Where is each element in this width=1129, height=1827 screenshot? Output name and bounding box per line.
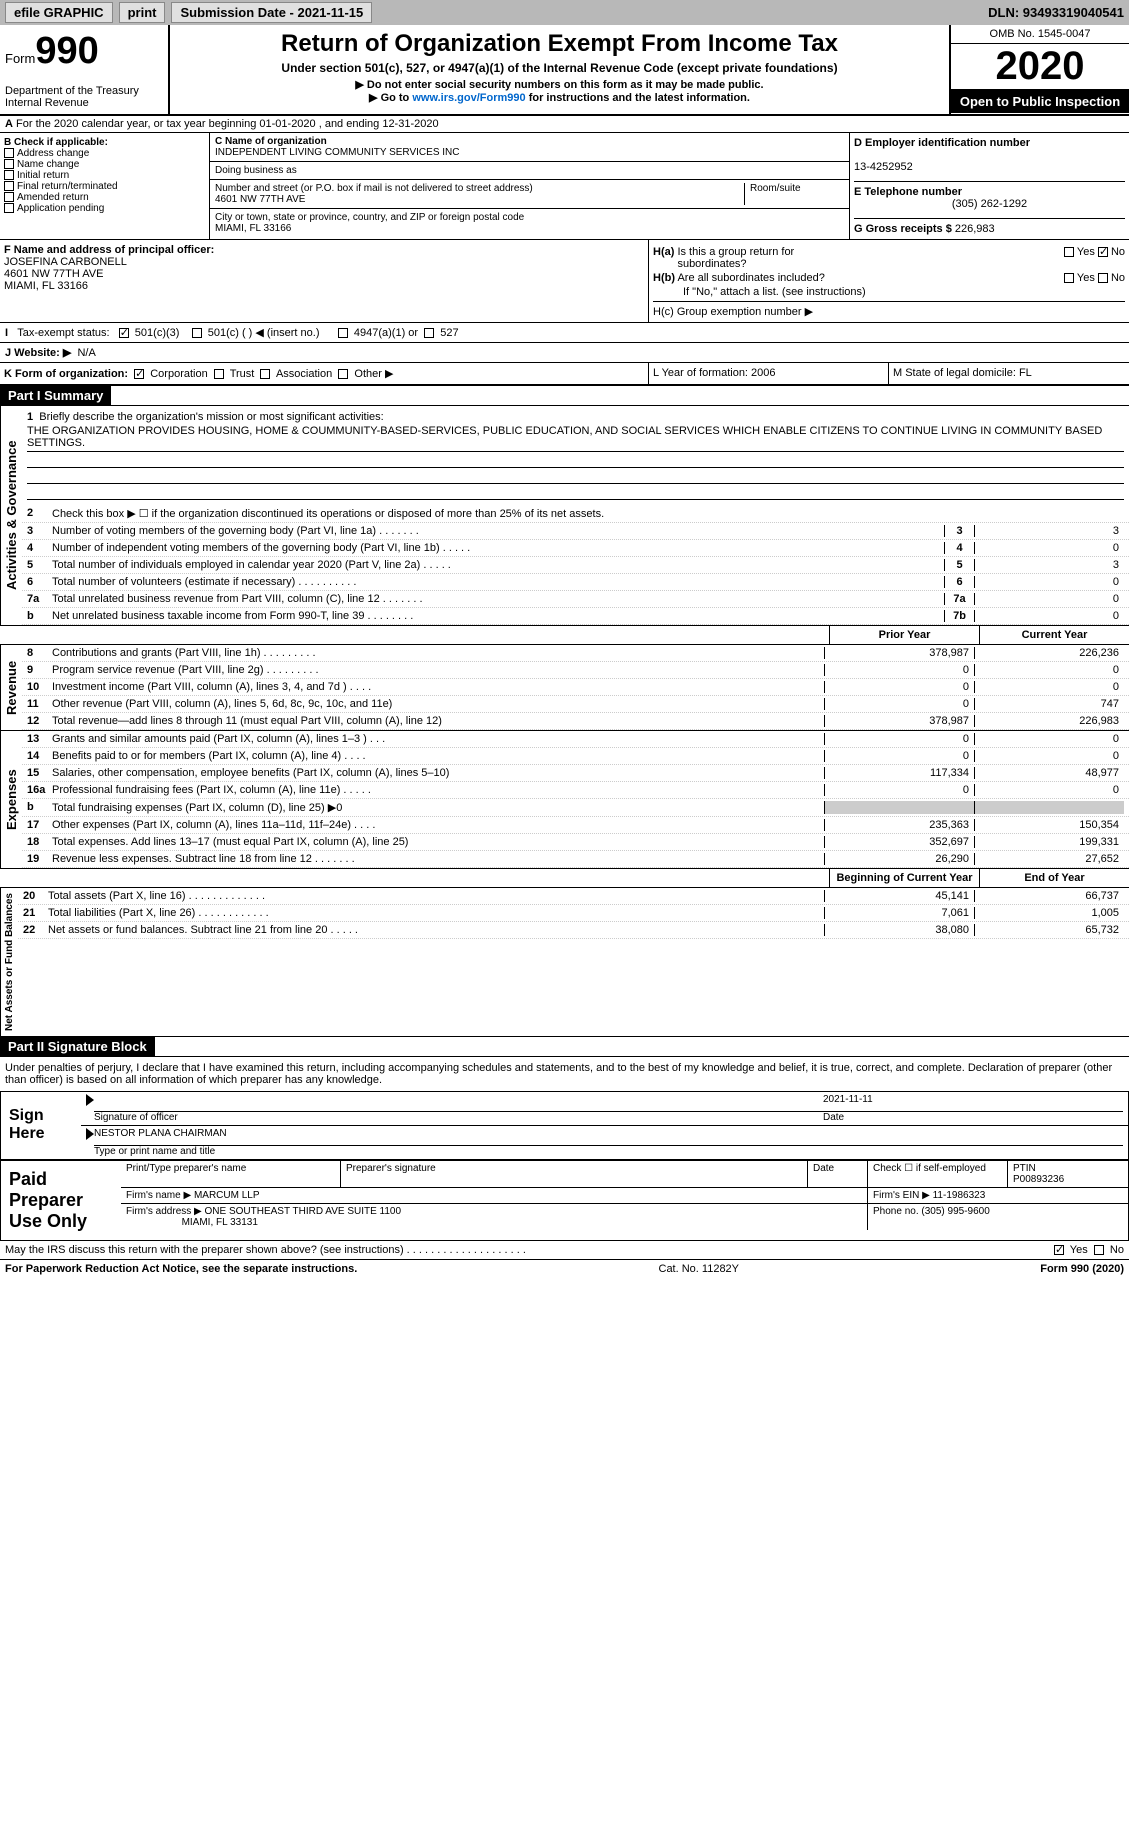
checkbox-name[interactable] bbox=[4, 159, 14, 169]
section-fh: F Name and address of principal officer:… bbox=[0, 240, 1129, 323]
form-title: Return of Organization Exempt From Incom… bbox=[175, 30, 944, 58]
section-h: H(a) Is this a group return for subordin… bbox=[649, 240, 1129, 322]
efile-button[interactable]: efile GRAPHIC bbox=[5, 2, 113, 23]
form-number: Form990 bbox=[5, 30, 163, 73]
checkbox-final[interactable] bbox=[4, 181, 14, 191]
part1-expenses: Expenses 13Grants and similar amounts pa… bbox=[0, 730, 1129, 868]
tax-year: 2020 bbox=[951, 44, 1129, 90]
website-row: J Website: ▶ N/A bbox=[0, 343, 1129, 363]
beg-end-headers: Beginning of Current Year End of Year bbox=[0, 868, 1129, 888]
dept-label: Department of the Treasury Internal Reve… bbox=[5, 85, 163, 109]
omb-number: OMB No. 1545-0047 bbox=[951, 25, 1129, 44]
signature-block: Sign Here Signature of officer 2021-11-1… bbox=[0, 1091, 1129, 1160]
part2-header: Part II Signature Block bbox=[0, 1037, 1129, 1057]
cb-trust[interactable] bbox=[214, 369, 224, 379]
discuss-yes[interactable] bbox=[1054, 1245, 1064, 1255]
tax-exempt-row: I Tax-exempt status: 501(c)(3) 501(c) ( … bbox=[0, 323, 1129, 343]
checkbox-amended[interactable] bbox=[4, 192, 14, 202]
hb-no[interactable] bbox=[1098, 273, 1108, 283]
ha-yes[interactable] bbox=[1064, 247, 1074, 257]
checkbox-pending[interactable] bbox=[4, 203, 14, 213]
arrow-icon bbox=[86, 1094, 94, 1106]
top-toolbar: efile GRAPHIC print Submission Date - 20… bbox=[0, 0, 1129, 25]
part1-governance: Activities & Governance 1 Briefly descri… bbox=[0, 406, 1129, 625]
cb-corp[interactable] bbox=[134, 369, 144, 379]
cb-other[interactable] bbox=[338, 369, 348, 379]
subtitle-3: ▶ Go to www.irs.gov/Form990 for instruct… bbox=[175, 91, 944, 104]
print-button[interactable]: print bbox=[119, 2, 166, 23]
footer: For Paperwork Reduction Act Notice, see … bbox=[0, 1259, 1129, 1278]
part1-netassets: Net Assets or Fund Balances 20Total asse… bbox=[0, 888, 1129, 1037]
part1-revenue: Revenue 8Contributions and grants (Part … bbox=[0, 645, 1129, 730]
sig-intro: Under penalties of perjury, I declare th… bbox=[0, 1057, 1129, 1091]
arrow-icon bbox=[86, 1128, 94, 1140]
part1-header: Part I Summary bbox=[0, 386, 1129, 406]
section-b-row: B Check if applicable: Address change Na… bbox=[0, 133, 1129, 240]
discuss-no[interactable] bbox=[1094, 1245, 1104, 1255]
section-c: C Name of organizationINDEPENDENT LIVING… bbox=[210, 133, 849, 239]
prior-current-headers: Prior Year Current Year bbox=[0, 625, 1129, 645]
submission-date: Submission Date - 2021-11-15 bbox=[171, 2, 372, 23]
cb-527[interactable] bbox=[424, 328, 434, 338]
checkbox-initial[interactable] bbox=[4, 170, 14, 180]
dln-label: DLN: 93493319040541 bbox=[988, 5, 1124, 20]
checkbox-address[interactable] bbox=[4, 148, 14, 158]
cb-assoc[interactable] bbox=[260, 369, 270, 379]
subtitle-1: Under section 501(c), 527, or 4947(a)(1)… bbox=[175, 61, 944, 75]
cb-501c[interactable] bbox=[192, 328, 202, 338]
hb-yes[interactable] bbox=[1064, 273, 1074, 283]
line-k: K Form of organization: Corporation Trus… bbox=[0, 363, 1129, 386]
open-inspection: Open to Public Inspection bbox=[951, 90, 1129, 113]
discuss-row: May the IRS discuss this return with the… bbox=[0, 1241, 1129, 1259]
subtitle-2: ▶ Do not enter social security numbers o… bbox=[175, 78, 944, 91]
section-b: B Check if applicable: Address change Na… bbox=[0, 133, 210, 239]
section-f: F Name and address of principal officer:… bbox=[0, 240, 649, 322]
form-header: Form990 Department of the Treasury Inter… bbox=[0, 25, 1129, 116]
cb-4947[interactable] bbox=[338, 328, 348, 338]
line-a: A For the 2020 calendar year, or tax yea… bbox=[0, 116, 1129, 133]
cb-501c3[interactable] bbox=[119, 328, 129, 338]
section-d: D Employer identification number 13-4252… bbox=[849, 133, 1129, 239]
paid-preparer-block: Paid Preparer Use Only Print/Type prepar… bbox=[0, 1160, 1129, 1241]
ha-no[interactable] bbox=[1098, 247, 1108, 257]
irs-link[interactable]: www.irs.gov/Form990 bbox=[412, 92, 525, 104]
